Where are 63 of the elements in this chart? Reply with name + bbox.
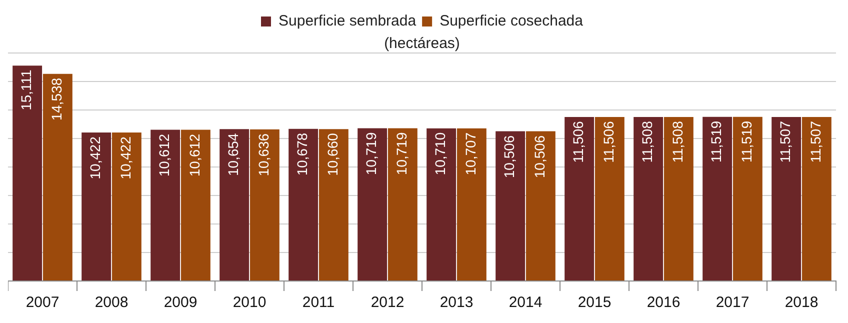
bar	[802, 117, 832, 280]
bar	[150, 130, 180, 280]
bar	[220, 129, 250, 280]
bar	[318, 129, 348, 280]
bar	[288, 128, 318, 280]
data-label: 11,519	[708, 120, 724, 163]
data-label: 11,507	[777, 120, 794, 163]
data-label: 11,508	[670, 120, 686, 163]
data-label: 10,422	[87, 136, 104, 180]
x-tick-label: 2011	[302, 294, 335, 312]
x-tick-label: 2015	[578, 294, 612, 312]
data-label: 11,508	[639, 120, 656, 163]
data-label: 10,707	[462, 132, 479, 176]
data-label: 11,507	[808, 120, 824, 163]
data-label: 10,660	[324, 132, 341, 176]
data-label: 11,519	[738, 120, 755, 163]
x-tick-label: 2018	[784, 294, 818, 312]
x-tick-label: 2008	[94, 294, 128, 312]
data-label: 10,654	[225, 132, 242, 176]
bar	[664, 117, 694, 280]
legend-label: Superficie cosechada	[440, 12, 584, 30]
x-tick-label: 2010	[232, 294, 266, 312]
bar	[82, 132, 112, 280]
bar	[180, 130, 210, 280]
data-label: 10,422	[118, 136, 134, 180]
data-label: 10,710	[432, 132, 448, 176]
bar	[496, 131, 526, 280]
chart-subtitle: (hectáreas)	[384, 35, 460, 52]
data-label: 10,719	[363, 132, 380, 176]
bar	[456, 128, 486, 280]
bar	[12, 66, 42, 280]
bar	[426, 128, 456, 280]
bar	[702, 116, 732, 280]
data-label: 11,506	[600, 120, 617, 163]
bar	[594, 117, 624, 280]
bar	[564, 117, 594, 280]
bar	[634, 117, 664, 280]
bar	[250, 129, 280, 280]
bar	[732, 116, 762, 280]
x-tick-label: 2009	[164, 294, 198, 312]
x-tick-label: 2012	[370, 294, 404, 312]
x-tick-label: 2014	[508, 294, 542, 312]
x-tick-label: 2007	[26, 294, 60, 312]
data-label: 10,612	[186, 134, 203, 177]
bar	[358, 128, 388, 280]
data-label: 11,506	[570, 120, 586, 163]
data-label: 15,111	[18, 69, 34, 110]
x-tick-label: 2016	[646, 294, 680, 312]
bar	[526, 131, 556, 280]
x-tick-label: 2013	[440, 294, 474, 312]
data-label: 10,506	[532, 135, 548, 178]
data-label: 10,719	[394, 132, 410, 176]
bar	[388, 128, 418, 280]
data-label: 10,678	[294, 132, 310, 176]
legend-label: Superficie sembrada	[278, 12, 417, 30]
x-tick-label: 2017	[716, 294, 750, 312]
bar	[42, 74, 72, 280]
bar	[772, 117, 802, 280]
data-label: 14,538	[48, 78, 65, 121]
data-label: 10,506	[501, 135, 518, 178]
data-label: 10,612	[156, 134, 172, 177]
bar	[112, 132, 142, 280]
data-label: 10,636	[256, 133, 272, 176]
